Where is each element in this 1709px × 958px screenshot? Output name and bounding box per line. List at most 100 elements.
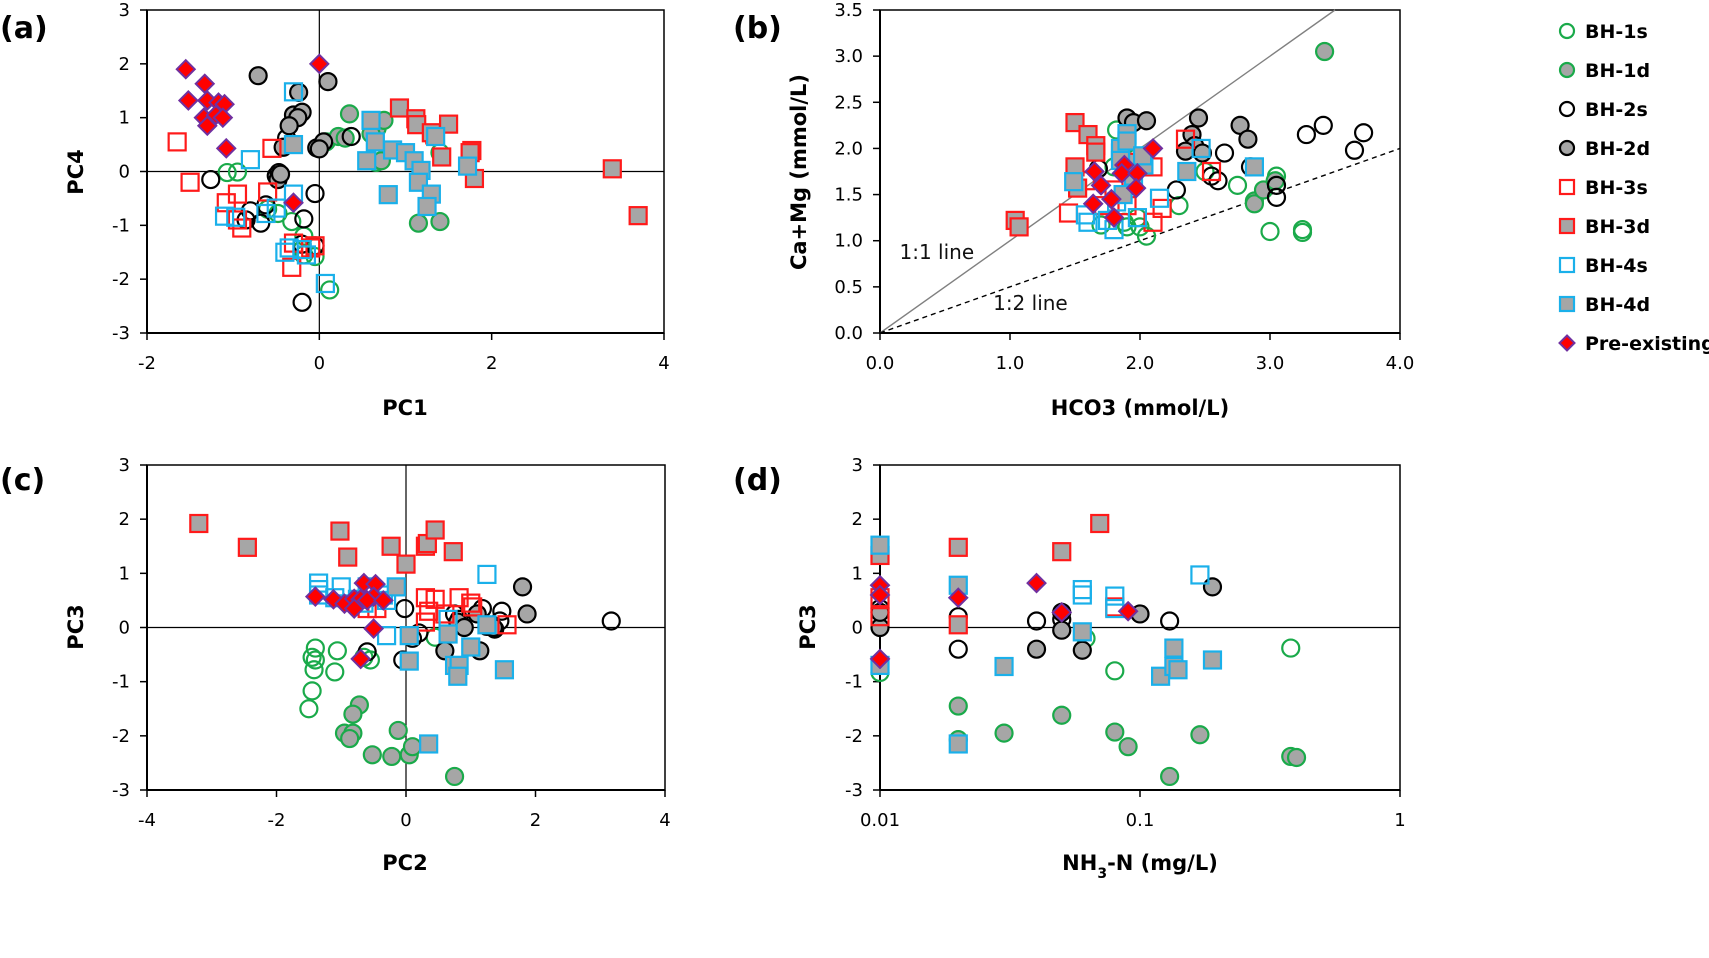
series-bh-1d (948, 696, 1307, 787)
data-point (1105, 661, 1125, 681)
data-point (226, 207, 246, 227)
data-point (240, 150, 260, 170)
data-point (1026, 639, 1047, 659)
data-point (1100, 188, 1122, 210)
data-point (175, 58, 197, 80)
data-point (292, 239, 312, 260)
data-point (425, 520, 445, 540)
y-tick-label: 2 (119, 54, 130, 75)
y-tick-label: -2 (845, 726, 863, 747)
data-point (331, 577, 351, 597)
data-point (256, 203, 276, 224)
data-point (948, 615, 968, 635)
data-point (444, 766, 465, 787)
series-pre-existing (1082, 138, 1164, 229)
y-tick-label: 2 (852, 509, 863, 530)
series-bh-2d (248, 66, 338, 190)
legend-label: BH-2d (1585, 138, 1650, 160)
data-point (1064, 172, 1084, 192)
data-point (180, 172, 200, 192)
legend-marker (1558, 61, 1576, 79)
legend-label: BH-4s (1585, 255, 1648, 277)
data-point (1117, 600, 1139, 622)
data-point (1296, 124, 1317, 145)
x-tick-label: 2 (486, 353, 497, 374)
y-tick-label: 1 (852, 563, 863, 584)
data-point (381, 536, 401, 556)
data-point (1201, 161, 1222, 182)
data-point (1111, 162, 1133, 184)
data-point (1103, 207, 1125, 229)
reference-line-label-1-2: 1:2 line (993, 291, 1068, 315)
data-point (1152, 198, 1172, 219)
legend: BH-1s BH-1d BH-2s BH-2d BH-3s BH-3d BH-4s BH-4d… (1558, 21, 1709, 355)
data-point (1177, 161, 1197, 182)
data-point (1072, 640, 1092, 660)
series-bh-4d (386, 577, 515, 754)
y-tick-label: 0 (852, 618, 863, 639)
data-point (497, 615, 517, 635)
y-tick-label: -3 (112, 780, 130, 801)
data-point (304, 586, 326, 608)
data-point (343, 598, 365, 619)
data-point (1090, 174, 1112, 196)
data-point (1072, 579, 1092, 600)
y-tick-label: 1.5 (834, 185, 863, 206)
data-point (294, 209, 314, 229)
data-point (296, 245, 317, 265)
series-bh-3s (870, 588, 1125, 627)
x-tick-label: 4.0 (1386, 353, 1415, 374)
data-point (1026, 572, 1047, 594)
y-tick-label: 2 (119, 509, 130, 530)
data-point (463, 597, 483, 617)
data-point (308, 53, 330, 75)
data-point (372, 590, 394, 611)
legend-item: BH-1s (1558, 21, 1648, 43)
y-tick-label: 0 (119, 618, 130, 639)
panel-label-c: (c) (0, 463, 45, 498)
data-point (1117, 131, 1137, 151)
data-point (948, 639, 968, 659)
data-point (292, 292, 312, 312)
data-point (399, 626, 419, 646)
data-point (869, 584, 891, 606)
data-point (282, 257, 302, 277)
data-point (1188, 108, 1209, 128)
x-tick-label: 3.0 (1256, 353, 1285, 374)
reference-line-1 (879, 147, 1401, 334)
x-tick-label: 2 (530, 810, 541, 831)
data-point (430, 211, 450, 232)
y-tick-label: 0.5 (834, 277, 863, 298)
data-point (1175, 141, 1196, 161)
y-tick-label: 3.5 (834, 0, 863, 21)
data-point (1052, 620, 1072, 640)
data-point (1142, 138, 1164, 159)
data-point (283, 134, 304, 155)
data-point (338, 547, 358, 567)
data-point (315, 273, 335, 294)
data-point (1160, 766, 1180, 787)
x-tick-label: 0.01 (860, 810, 900, 831)
data-point (1313, 115, 1333, 135)
data-point (1191, 138, 1211, 159)
data-point (870, 535, 890, 555)
data-point (299, 699, 319, 719)
legend-label: BH-3d (1585, 216, 1650, 238)
data-point (1344, 140, 1365, 160)
y-tick-label: 2.0 (834, 138, 863, 159)
x-axis-title-d-main: NH (1062, 851, 1097, 875)
reference-line-label-1-1: 1:1 line (900, 240, 975, 264)
data-point (415, 588, 436, 608)
legend-item: BH-4d (1558, 294, 1650, 316)
data-point (492, 601, 512, 621)
x-axis-title-b: HCO3 (mmol/L) (1051, 396, 1229, 420)
y-tick-label: 1 (119, 563, 130, 584)
data-point (408, 213, 429, 233)
data-point (227, 162, 248, 182)
panel-c: (c) -4 -2 0 2 4 -3 -2 -1 0 1 2 3 PC2 PC3 (0, 455, 671, 875)
series-pre-existing (869, 572, 1139, 670)
data-point (1072, 585, 1092, 605)
data-point (378, 185, 398, 205)
data-point (402, 737, 423, 757)
series-bh-3d (1005, 112, 1144, 237)
